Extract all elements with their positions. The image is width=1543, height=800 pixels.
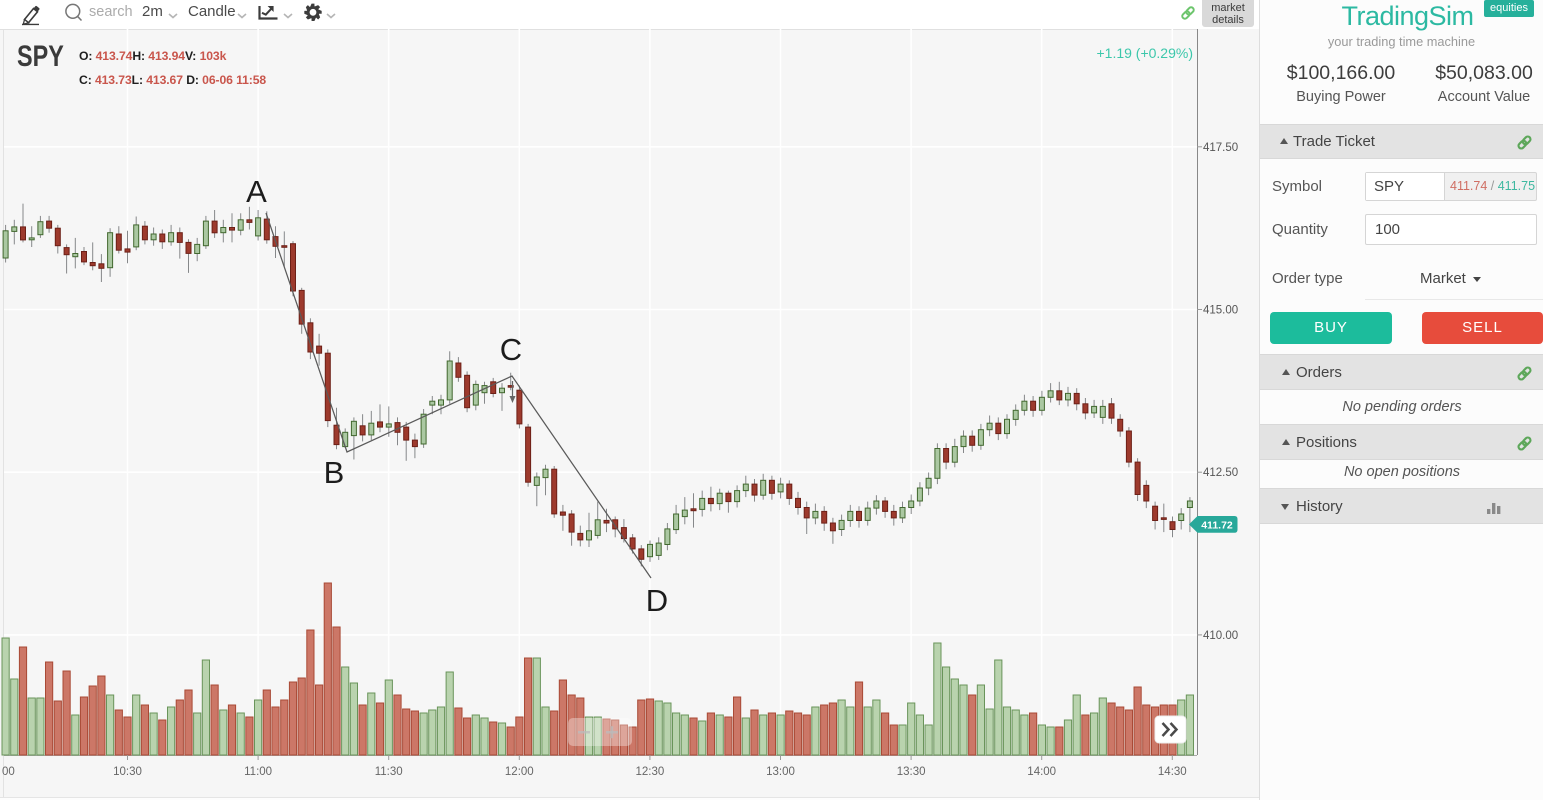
svg-text:13:30: 13:30 — [897, 766, 926, 778]
svg-text:411.72: 411.72 — [1201, 519, 1233, 531]
svg-text:13:00: 13:00 — [766, 766, 795, 778]
svg-text:11:30: 11:30 — [375, 766, 403, 778]
svg-text:410.00: 410.00 — [1203, 630, 1238, 642]
svg-text:14:00: 14:00 — [1027, 766, 1056, 778]
svg-text:B: B — [324, 455, 345, 490]
svg-text:A: A — [246, 174, 267, 209]
svg-text:12:00: 12:00 — [505, 766, 534, 778]
svg-text:D: D — [646, 583, 668, 618]
svg-text:415.00: 415.00 — [1203, 305, 1238, 317]
svg-text:12:30: 12:30 — [636, 766, 665, 778]
svg-text:C: C — [500, 332, 522, 367]
svg-text:10:30: 10:30 — [113, 766, 142, 778]
svg-text:11:00: 11:00 — [244, 766, 272, 778]
svg-text:417.50: 417.50 — [1203, 142, 1238, 154]
svg-text:00: 00 — [2, 766, 15, 778]
svg-text:412.50: 412.50 — [1203, 467, 1238, 479]
svg-text:14:30: 14:30 — [1158, 766, 1187, 778]
